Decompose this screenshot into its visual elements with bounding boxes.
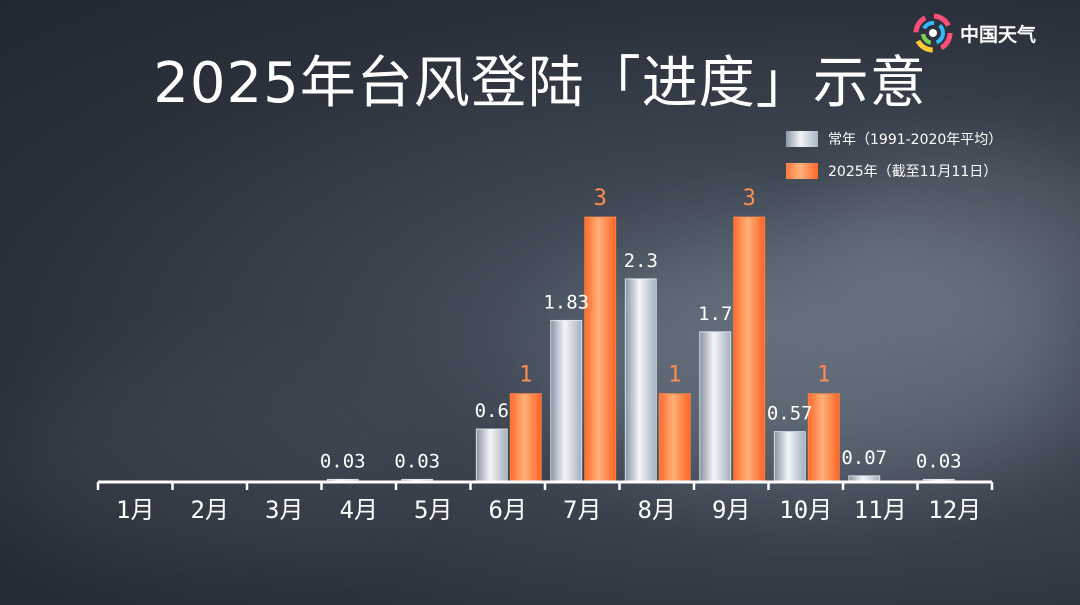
- data-label-2025: 3: [743, 186, 756, 211]
- x-tick-label: 2月: [191, 496, 229, 524]
- bar-normal: [550, 319, 583, 483]
- legend-swatch-normal: [786, 131, 818, 147]
- x-tick-label: 8月: [638, 496, 676, 524]
- data-label-2025: 1: [519, 363, 532, 388]
- x-tick-label: 4月: [340, 496, 378, 524]
- background-cloud: [820, 150, 1080, 330]
- x-tick-label: 11月: [854, 496, 907, 524]
- x-tick-label: 9月: [712, 496, 750, 524]
- x-tick-label: 10月: [779, 496, 832, 524]
- legend-item-normal: 常年（1991-2020年平均）: [786, 128, 1002, 150]
- bar-normal: [699, 331, 732, 483]
- china-weather-logo-icon: [913, 13, 953, 53]
- legend: 常年（1991-2020年平均） 2025年（截至11月11日）: [786, 128, 1002, 192]
- data-label-2025: 3: [594, 186, 607, 211]
- china-weather-logo: 中国天气: [912, 12, 1036, 54]
- background-cloud: [0, 360, 420, 560]
- x-tick-label: 12月: [928, 496, 981, 524]
- bar-normal: [475, 428, 508, 483]
- bar-normal: [773, 431, 806, 483]
- x-tick-label: 1月: [116, 496, 154, 524]
- data-label-normal: 2.3: [624, 250, 658, 272]
- data-label-2025: 1: [668, 363, 681, 388]
- bar-normal: [624, 278, 657, 483]
- bar-2025: [509, 393, 542, 483]
- data-label-normal: 0.07: [841, 447, 887, 469]
- chart-title: 2025年台风登陆「进度」示意: [153, 51, 927, 116]
- legend-swatch-2025: [786, 163, 818, 179]
- data-label-normal: 0.6: [475, 400, 509, 422]
- logo-text: 中国天气: [960, 23, 1037, 46]
- data-label-normal: 1.83: [543, 291, 589, 313]
- x-tick-label: 6月: [489, 496, 527, 524]
- bar-2025: [807, 393, 840, 483]
- x-tick-label: 7月: [563, 496, 601, 524]
- bar-2025: [733, 216, 766, 483]
- data-label-normal: 0.03: [320, 450, 366, 472]
- data-label-normal: 0.57: [767, 403, 813, 425]
- x-tick-label: 5月: [414, 496, 452, 524]
- data-label-normal: 0.03: [394, 450, 440, 472]
- x-tick-label: 3月: [265, 496, 303, 524]
- bar-2025: [658, 393, 691, 483]
- legend-label-normal: 常年（1991-2020年平均）: [828, 132, 1003, 148]
- data-label-normal: 0.03: [916, 450, 962, 472]
- data-label-normal: 1.7: [698, 303, 732, 325]
- data-label-2025: 1: [817, 363, 830, 388]
- legend-label-2025: 2025年（截至11月11日）: [828, 164, 998, 180]
- bar-2025: [584, 216, 617, 483]
- legend-item-2025: 2025年（截至11月11日）: [786, 160, 1002, 182]
